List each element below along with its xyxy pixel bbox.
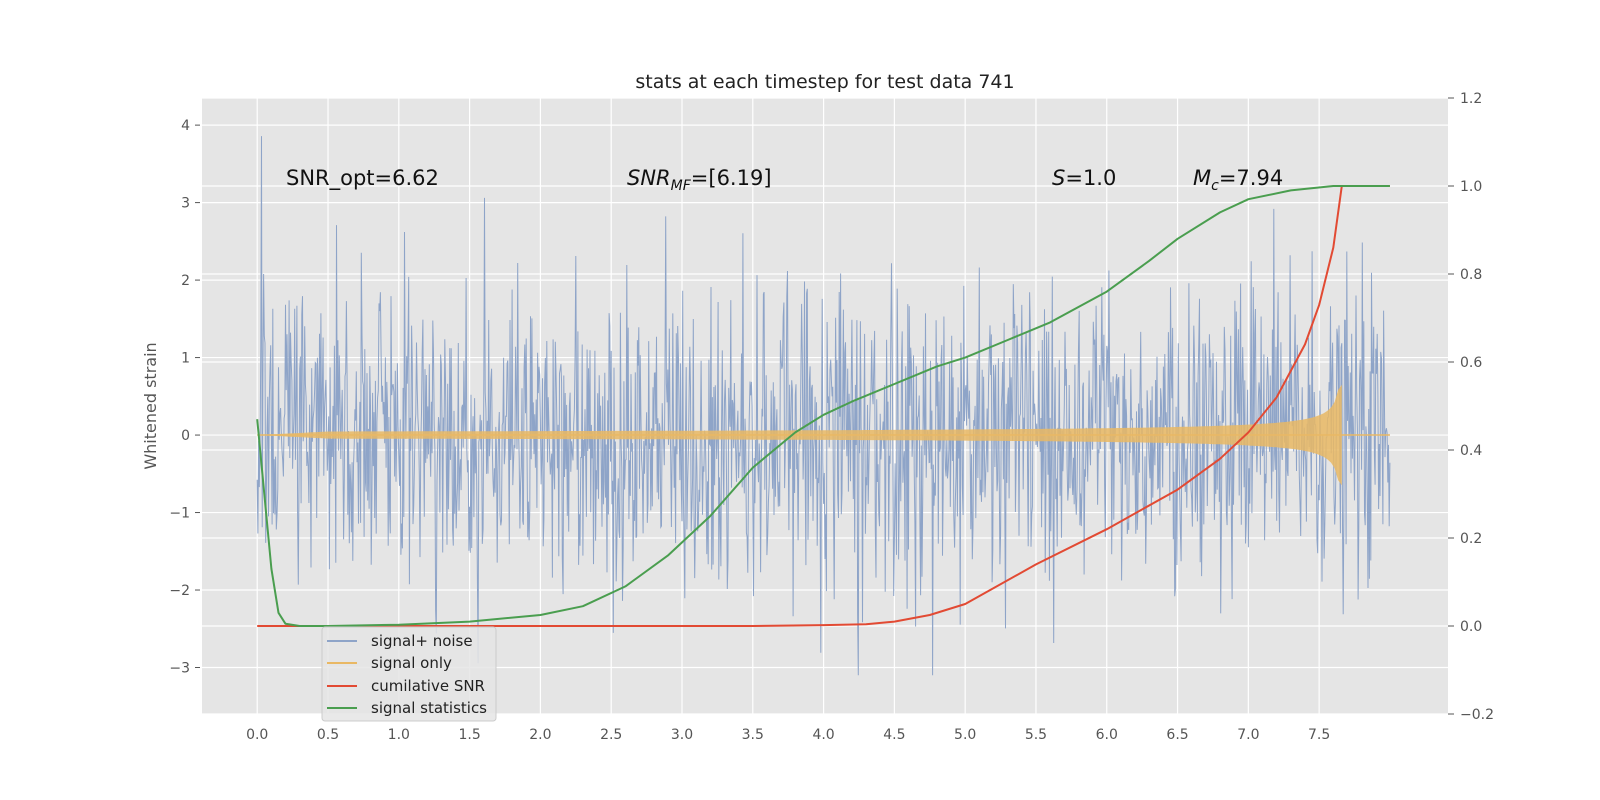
x-tick-label: 3.5 — [742, 727, 764, 743]
y-tick-label: 1 — [181, 351, 190, 367]
legend-label-signal-statistics: signal statistics — [371, 699, 487, 717]
y2-tick-label: 1.0 — [1460, 179, 1482, 195]
plot-content — [256, 136, 1391, 676]
series-cumulative-snr — [257, 185, 1390, 627]
x-tick-label: 2.5 — [600, 727, 622, 743]
y-tick-label: −3 — [169, 661, 190, 677]
y2-tick-label: 1.2 — [1460, 91, 1482, 107]
y2-tick-label: 0.2 — [1460, 531, 1482, 547]
annotation-snr-mf: SNRMF=[6.19] — [627, 166, 772, 194]
plot-area — [202, 98, 1448, 714]
legend: signal+ noise signal only cumilative SNR… — [321, 626, 497, 722]
x-tick-label: 2.0 — [529, 727, 551, 743]
annotation-mc-rest: =7.94 — [1219, 166, 1283, 190]
y2-tick-label: 0.0 — [1460, 619, 1482, 635]
legend-box — [321, 626, 497, 722]
x-tick-label: 7.0 — [1237, 727, 1259, 743]
legend-label-signal-noise: signal+ noise — [371, 632, 473, 650]
y-tick-label: 0 — [181, 428, 190, 444]
y2-tick-label: 0.4 — [1460, 443, 1482, 459]
y-tick-label: −1 — [169, 506, 190, 522]
x-tick-label: 6.0 — [1096, 727, 1118, 743]
x-tick-label: 6.5 — [1166, 727, 1188, 743]
series-layer — [256, 136, 1391, 676]
y-axis-label: Whitened strain — [141, 342, 160, 469]
annotation-snr-mf-sub: MF — [671, 178, 692, 194]
x-tick-label: 1.5 — [458, 727, 480, 743]
chart-title: stats at each timestep for test data 741 — [635, 71, 1014, 93]
annotation-snr-mf-main: SNR — [627, 166, 671, 190]
x-tick-label: 7.5 — [1308, 727, 1330, 743]
x-tick-label: 4.5 — [883, 727, 905, 743]
x-tick-label: 1.0 — [388, 727, 410, 743]
annotation-s-rest: =1.0 — [1065, 166, 1116, 190]
legend-label-signal-only: signal only — [371, 654, 452, 672]
y-tick-label: 3 — [181, 196, 190, 212]
y-tick-label: 4 — [181, 118, 190, 134]
legend-label-cumulative-snr: cumilative SNR — [371, 677, 485, 695]
annotation-mc-sub: c — [1211, 178, 1219, 194]
x-tick-label: 0.5 — [317, 727, 339, 743]
x-tick-label: 4.0 — [812, 727, 834, 743]
series-signal-statistics — [256, 185, 1390, 627]
x-tick-label: 5.5 — [1025, 727, 1047, 743]
annotation-snr-mf-rest: =[6.19] — [691, 166, 772, 190]
y2-tick-label: 0.8 — [1460, 267, 1482, 283]
annotation-mc: Mc=7.94 — [1193, 166, 1283, 194]
x-tick-label: 0.0 — [246, 727, 268, 743]
y-tick-label: 2 — [181, 273, 190, 289]
y-tick-label: −2 — [169, 583, 190, 599]
series-signal-noise — [256, 136, 1391, 676]
annotation-mc-main: M — [1193, 166, 1211, 190]
y2-tick-label: 0.6 — [1460, 355, 1482, 371]
annotation-s: S=1.0 — [1052, 166, 1116, 190]
y2-tick-label: −0.2 — [1460, 707, 1494, 723]
annotation-s-main: S — [1052, 166, 1065, 190]
annotation-snr-opt: SNR_opt=6.62 — [286, 166, 439, 191]
x-tick-label: 3.0 — [671, 727, 693, 743]
ticks: 0.0 0.5 1.0 1.5 2.0 2.5 3.0 3.5 4.0 4.5 5.0 5.5 6.0 6… — [169, 91, 1494, 743]
x-tick-label: 5.0 — [954, 727, 976, 743]
